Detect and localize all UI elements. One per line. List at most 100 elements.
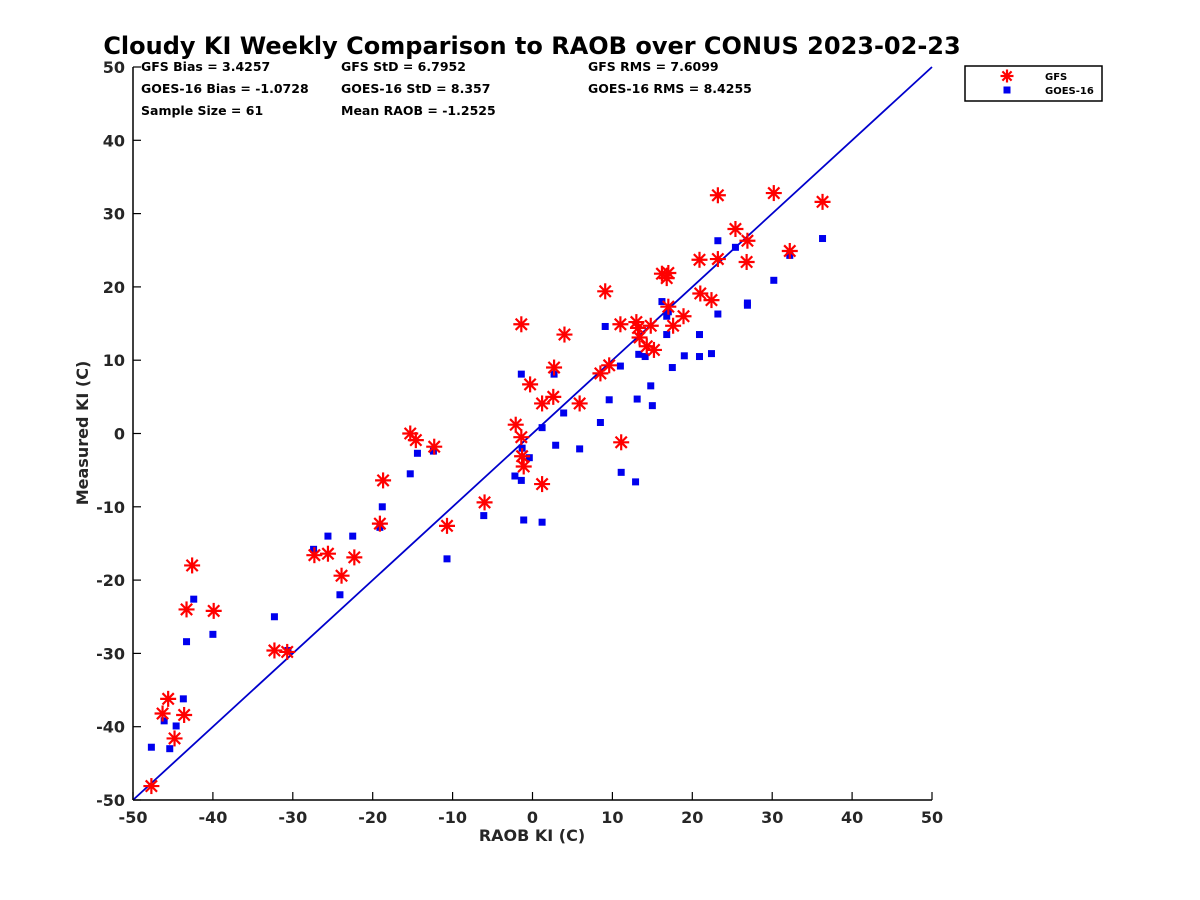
point-gfs — [691, 251, 708, 268]
stat-gfs-std: GFS StD = 6.7952 — [341, 59, 466, 74]
point-gfs — [727, 220, 744, 237]
legend-marker-goes-16 — [1003, 86, 1011, 94]
point-gfs — [439, 517, 456, 534]
point-goes-16 — [270, 613, 278, 621]
point-gfs — [709, 187, 726, 204]
legend-label-goes-16: GOES-16 — [1045, 86, 1094, 97]
point-gfs — [546, 359, 563, 376]
point-gfs — [645, 341, 662, 358]
point-goes-16 — [635, 350, 643, 358]
x-tick-label: 20 — [681, 808, 703, 827]
point-goes-16 — [663, 312, 671, 320]
point-gfs — [601, 357, 618, 374]
point-goes-16 — [209, 630, 217, 638]
point-gfs — [781, 242, 798, 259]
point-goes-16 — [538, 424, 546, 432]
point-gfs — [597, 283, 614, 300]
point-goes-16 — [538, 518, 546, 526]
point-goes-16 — [596, 419, 604, 427]
point-gfs — [660, 264, 677, 281]
point-goes-16 — [641, 353, 649, 361]
y-tick-label: -20 — [96, 571, 125, 590]
point-goes-16 — [336, 591, 344, 599]
plot-area — [132, 66, 933, 801]
chart-title: Cloudy KI Weekly Comparison to RAOB over… — [103, 32, 960, 60]
point-gfs — [176, 706, 193, 723]
point-goes-16 — [179, 695, 187, 703]
point-goes-16 — [147, 743, 155, 751]
point-goes-16 — [518, 444, 526, 452]
point-gfs — [514, 448, 531, 465]
point-goes-16 — [511, 472, 519, 480]
point-gfs — [205, 602, 222, 619]
point-gfs — [631, 329, 648, 346]
point-goes-16 — [695, 331, 703, 339]
point-gfs — [279, 643, 296, 660]
point-goes-16 — [324, 532, 332, 540]
x-tick-label: 0 — [527, 808, 538, 827]
point-goes-16 — [668, 364, 676, 372]
point-goes-16 — [658, 298, 666, 306]
point-gfs — [266, 642, 283, 659]
x-tick-label: 40 — [841, 808, 863, 827]
x-tick-label: 30 — [761, 808, 783, 827]
point-gfs — [534, 395, 551, 412]
point-goes-16 — [819, 235, 827, 243]
point-gfs — [522, 376, 539, 393]
point-gfs — [184, 557, 201, 574]
y-tick-label: -40 — [96, 718, 125, 737]
series-gfs — [143, 185, 831, 795]
stat-goes-std: GOES-16 StD = 8.357 — [341, 81, 490, 96]
point-gfs — [556, 326, 573, 343]
point-gfs — [426, 438, 443, 455]
legend-box — [964, 65, 1103, 102]
point-goes-16 — [349, 532, 357, 540]
stat-gfs-rms: GFS RMS = 7.6099 — [588, 59, 719, 74]
y-axis-ticks: -50 -40 -30 -20 -10 0 10 20 30 40 50 — [96, 58, 141, 810]
point-goes-16 — [743, 299, 751, 307]
point-goes-16 — [601, 322, 609, 330]
stat-gfs-bias: GFS Bias = 3.4257 — [141, 59, 270, 74]
point-gfs — [703, 292, 720, 309]
point-goes-16 — [731, 243, 739, 251]
point-gfs — [333, 567, 350, 584]
x-tick-label: -50 — [119, 808, 148, 827]
x-tick-label: -30 — [278, 808, 307, 827]
y-tick-label: -10 — [96, 498, 125, 517]
stats-panel: GFS Bias = 3.4257 GFS StD = 6.7952 GFS R… — [141, 59, 752, 118]
point-goes-16 — [617, 468, 625, 476]
point-gfs — [642, 317, 659, 334]
point-gfs — [346, 549, 363, 566]
point-gfs — [476, 494, 493, 511]
point-goes-16 — [560, 409, 568, 417]
point-gfs — [407, 432, 424, 449]
point-goes-16 — [707, 350, 715, 358]
point-goes-16 — [480, 512, 488, 520]
point-goes-16 — [378, 503, 386, 511]
point-gfs — [319, 545, 336, 562]
stat-goes-rms: GOES-16 RMS = 8.4255 — [588, 81, 752, 96]
point-goes-16 — [605, 396, 613, 404]
point-gfs — [371, 515, 388, 532]
stat-mean-raob: Mean RAOB = -1.2525 — [341, 103, 496, 118]
point-gfs — [665, 317, 682, 334]
point-gfs — [306, 547, 323, 564]
point-gfs — [515, 458, 532, 475]
one-to-one-line — [132, 66, 933, 801]
point-gfs — [154, 705, 171, 722]
point-gfs — [513, 316, 530, 333]
x-axis-ticks: -50 -40 -30 -20 -10 0 10 20 30 40 50 — [119, 792, 943, 827]
point-gfs — [675, 308, 692, 325]
x-tick-label: 10 — [601, 808, 623, 827]
point-goes-16 — [714, 310, 722, 318]
point-goes-16 — [647, 382, 655, 390]
point-goes-16 — [190, 595, 198, 603]
x-tick-label: -10 — [438, 808, 467, 827]
point-goes-16 — [520, 516, 528, 524]
point-goes-16 — [443, 555, 451, 563]
stat-sample-size: Sample Size = 61 — [141, 103, 263, 118]
point-goes-16 — [632, 478, 640, 486]
point-gfs — [513, 429, 530, 446]
x-tick-label: 50 — [921, 808, 943, 827]
point-goes-16 — [616, 362, 624, 370]
